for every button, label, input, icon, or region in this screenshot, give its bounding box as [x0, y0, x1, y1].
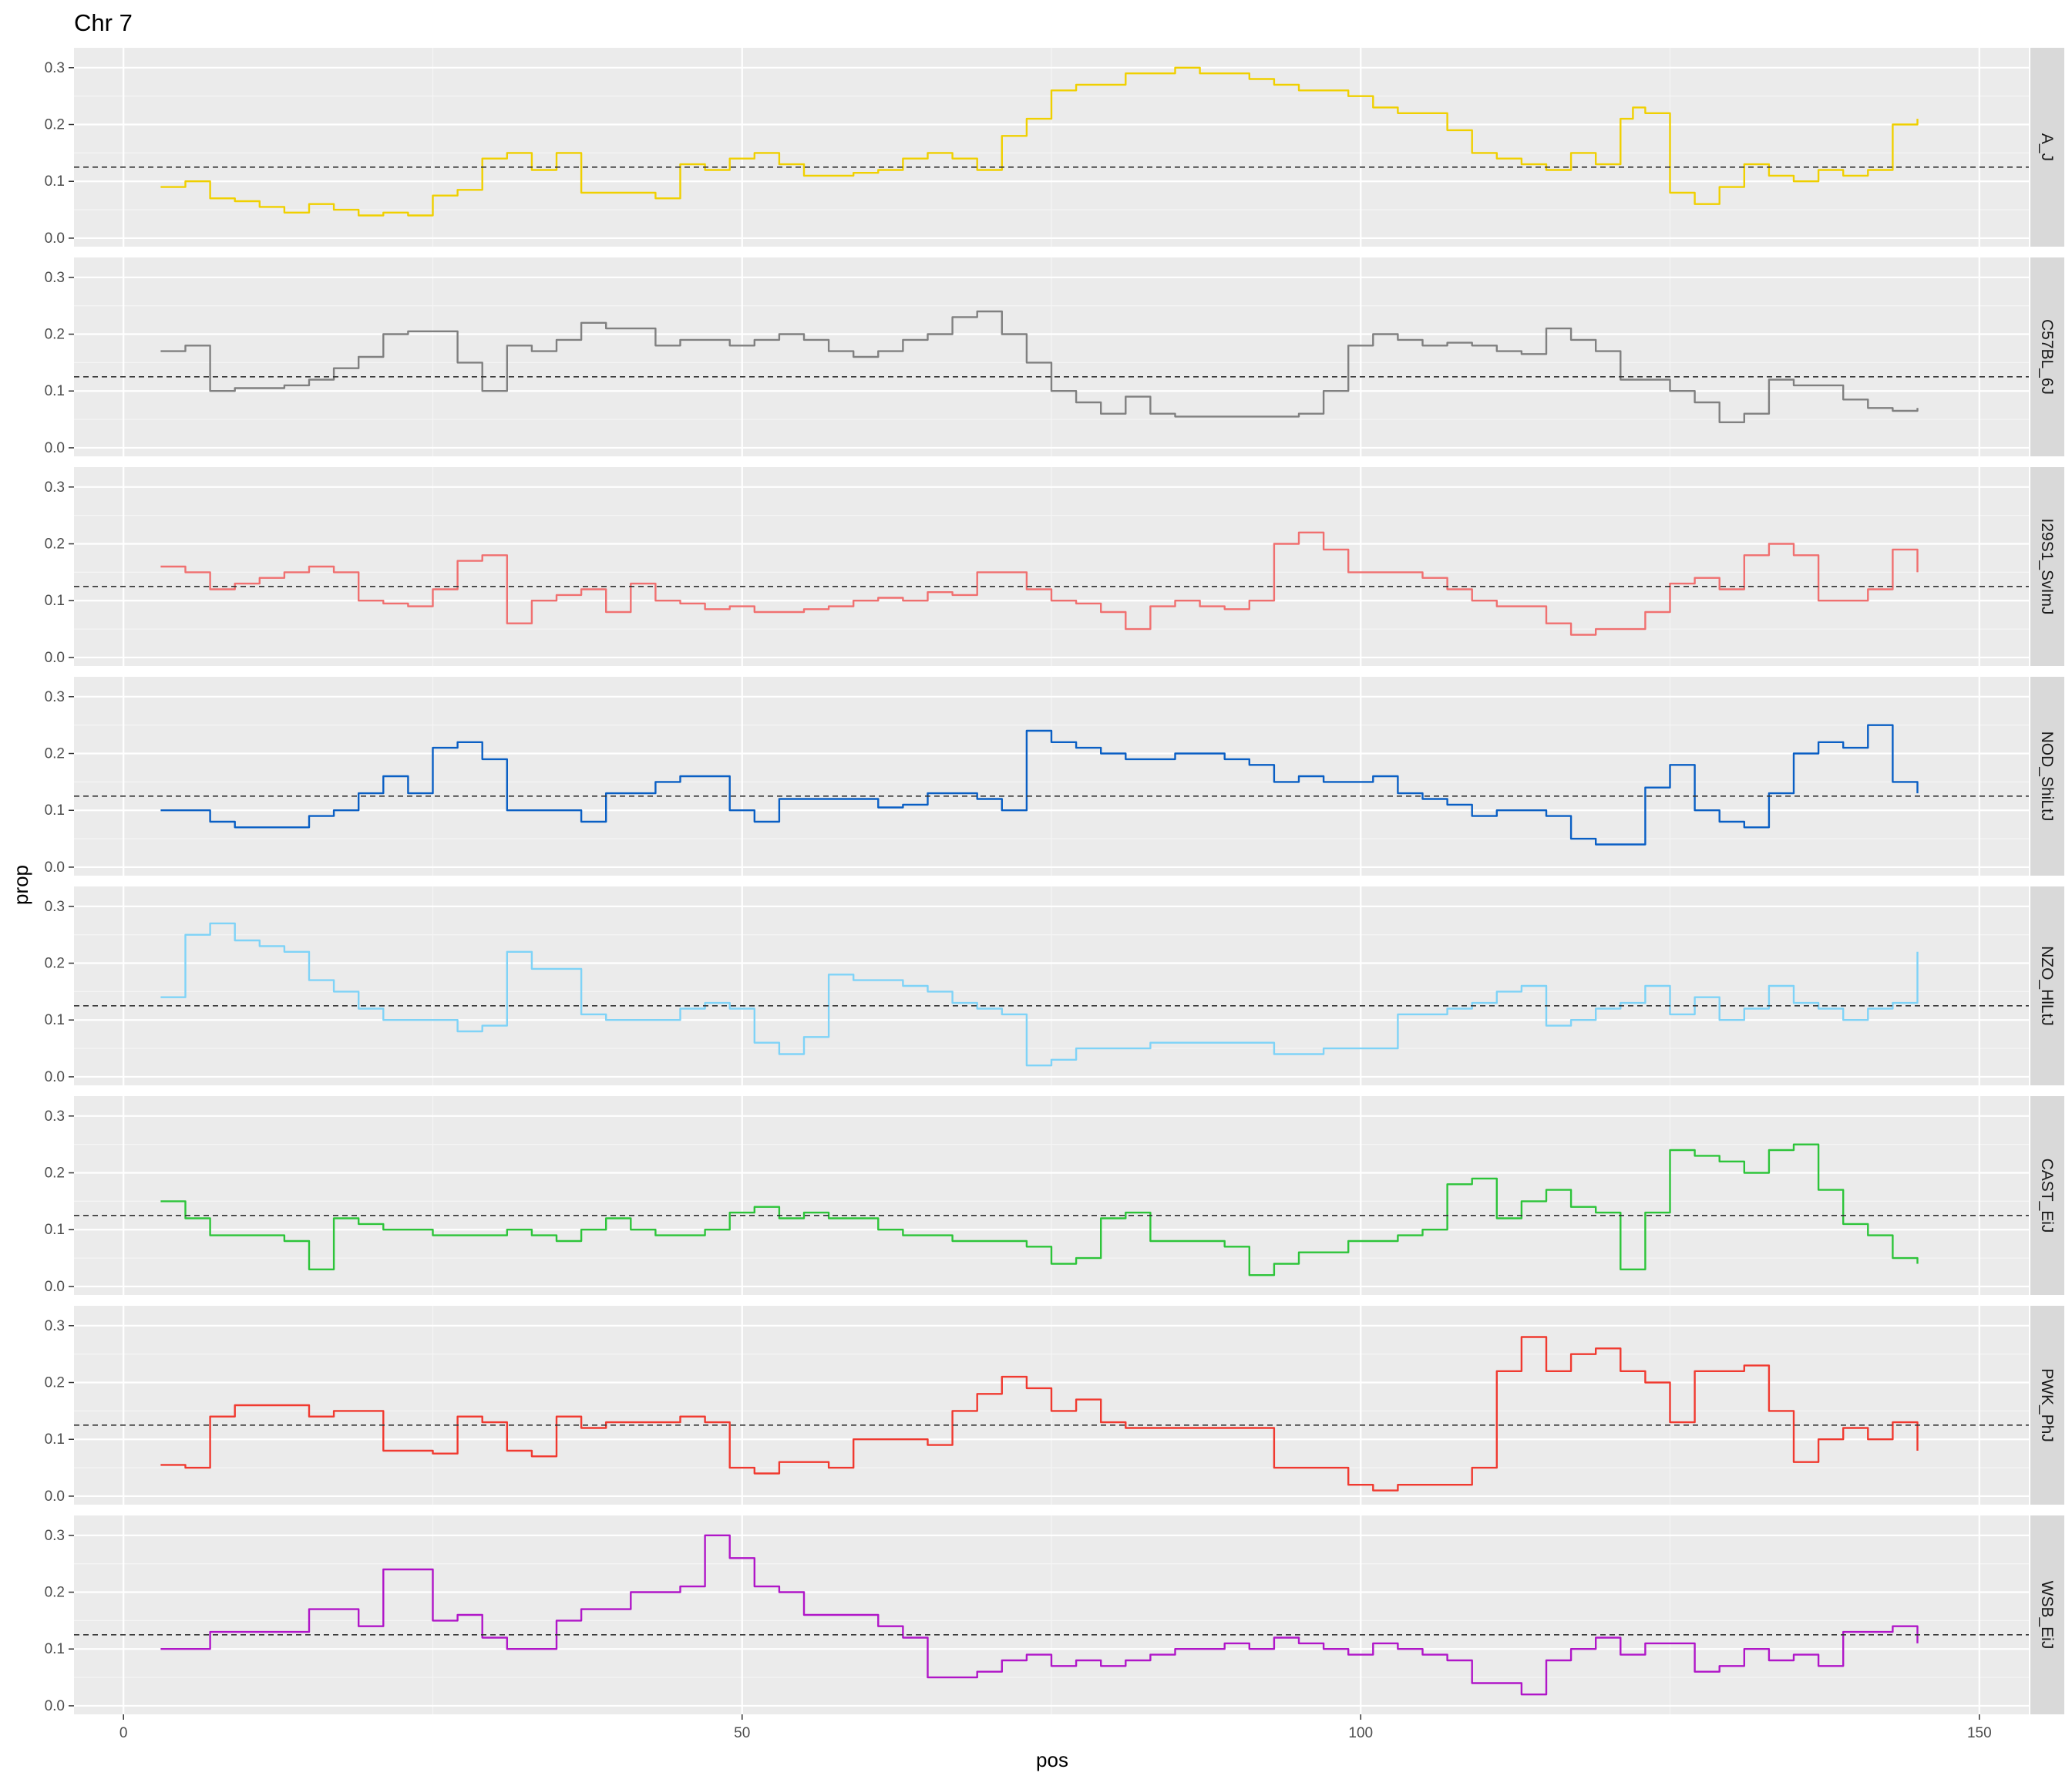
facet-strip-label: C57BL_6J — [2038, 319, 2056, 395]
facet-strip — [2030, 1515, 2064, 1714]
panel-A_J: 0.0 0.1 0.2 0.3 A_J — [45, 48, 2064, 247]
series-line-NZO_HlLtJ — [160, 922, 1919, 1067]
facet-strip — [2030, 1096, 2064, 1295]
facet-strip — [2030, 467, 2064, 666]
y-tick-label: 0.0 — [45, 1698, 65, 1714]
panel-NOD_ShiLtJ: 0.0 0.1 0.2 0.3 NOD_ShiLtJ — [45, 677, 2064, 876]
facet-strip — [2030, 677, 2064, 876]
y-tick-label: 0.1 — [45, 1012, 65, 1028]
facet-strip — [2030, 257, 2064, 456]
panel-I29S1_SvImJ: 0.0 0.1 0.2 0.3 I29S1_SvImJ — [45, 467, 2064, 666]
y-tick-label: 0.3 — [45, 899, 65, 915]
y-tick-label: 0.1 — [45, 1641, 65, 1657]
x-axis-title: pos — [1036, 1748, 1068, 1771]
y-tick-label: 0.2 — [45, 1166, 65, 1182]
facet-strip-label: WSB_EiJ — [2038, 1581, 2056, 1650]
y-tick-label: 0.2 — [45, 327, 65, 343]
y-tick-label: 0.3 — [45, 689, 65, 705]
facet-strip-label: PWK_PhJ — [2038, 1368, 2056, 1442]
facet-strip-label: CAST_EiJ — [2038, 1159, 2056, 1233]
series-line-C57BL_6J — [160, 310, 1919, 423]
facet-strip — [2030, 886, 2064, 1085]
y-tick-label: 0.2 — [45, 746, 65, 762]
y-tick-label: 0.0 — [45, 440, 65, 456]
series-line-WSB_EiJ — [160, 1534, 1919, 1696]
panel-WSB_EiJ: 0.0 0.1 0.2 0.3 WSB_EiJ — [45, 1515, 2064, 1714]
facet-strip-label: NOD_ShiLtJ — [2038, 732, 2056, 822]
y-tick-label: 0.1 — [45, 802, 65, 819]
chart-title: Chr 7 — [74, 9, 133, 36]
x-tick-label: 50 — [734, 1725, 750, 1741]
y-tick-label: 0.1 — [45, 173, 65, 190]
panel-C57BL_6J: 0.0 0.1 0.2 0.3 C57BL_6J — [45, 257, 2064, 456]
y-tick-label: 0.3 — [45, 479, 65, 496]
y-tick-label: 0.3 — [45, 1108, 65, 1125]
y-tick-label: 0.0 — [45, 230, 65, 247]
y-tick-label: 0.1 — [45, 1431, 65, 1448]
y-tick-label: 0.0 — [45, 650, 65, 666]
y-tick-label: 0.0 — [45, 1488, 65, 1505]
y-tick-label: 0.3 — [45, 1318, 65, 1334]
y-tick-label: 0.0 — [45, 1069, 65, 1085]
y-tick-label: 0.2 — [45, 1585, 65, 1601]
series-line-NOD_ShiLtJ — [160, 724, 1919, 846]
series-line-A_J — [160, 66, 1919, 217]
x-tick-label: 0 — [119, 1725, 128, 1741]
y-tick-label: 0.1 — [45, 1222, 65, 1238]
y-tick-label: 0.3 — [45, 270, 65, 286]
facet-strip-label: I29S1_SvImJ — [2038, 519, 2056, 615]
y-tick-label: 0.2 — [45, 117, 65, 133]
panel-CAST_EiJ: 0.0 0.1 0.2 0.3 CAST_EiJ — [45, 1096, 2064, 1295]
facet-strip — [2030, 48, 2064, 247]
facet-panels: 0.00.10.20.3A_J0.00.10.20.3C57BL_6J0.00.… — [45, 48, 2064, 1714]
y-tick-label: 0.0 — [45, 1279, 65, 1295]
x-tick-label: 100 — [1348, 1725, 1373, 1741]
panel-PWK_PhJ: 0.0 0.1 0.2 0.3 PWK_PhJ — [45, 1306, 2064, 1505]
y-tick-label: 0.0 — [45, 859, 65, 876]
series-line-CAST_EiJ — [160, 1143, 1919, 1276]
facet-strip-label: A_J — [2038, 133, 2056, 161]
y-tick-label: 0.3 — [45, 60, 65, 76]
facet-strip — [2030, 1306, 2064, 1505]
y-tick-label: 0.1 — [45, 593, 65, 609]
x-axis: 0 50 100 150 — [119, 1714, 1992, 1741]
y-axis-title: prop — [9, 865, 32, 905]
y-tick-label: 0.1 — [45, 383, 65, 399]
facet-strip-label: NZO_HlLtJ — [2038, 946, 2056, 1026]
panel-NZO_HlLtJ: 0.0 0.1 0.2 0.3 NZO_HlLtJ — [45, 886, 2064, 1085]
series-line-PWK_PhJ — [160, 1336, 1919, 1492]
y-tick-label: 0.2 — [45, 1375, 65, 1391]
y-tick-label: 0.2 — [45, 536, 65, 553]
y-tick-label: 0.3 — [45, 1528, 65, 1544]
x-tick-label: 150 — [1967, 1725, 1992, 1741]
y-tick-label: 0.2 — [45, 956, 65, 972]
series-line-I29S1_SvImJ — [160, 531, 1919, 636]
